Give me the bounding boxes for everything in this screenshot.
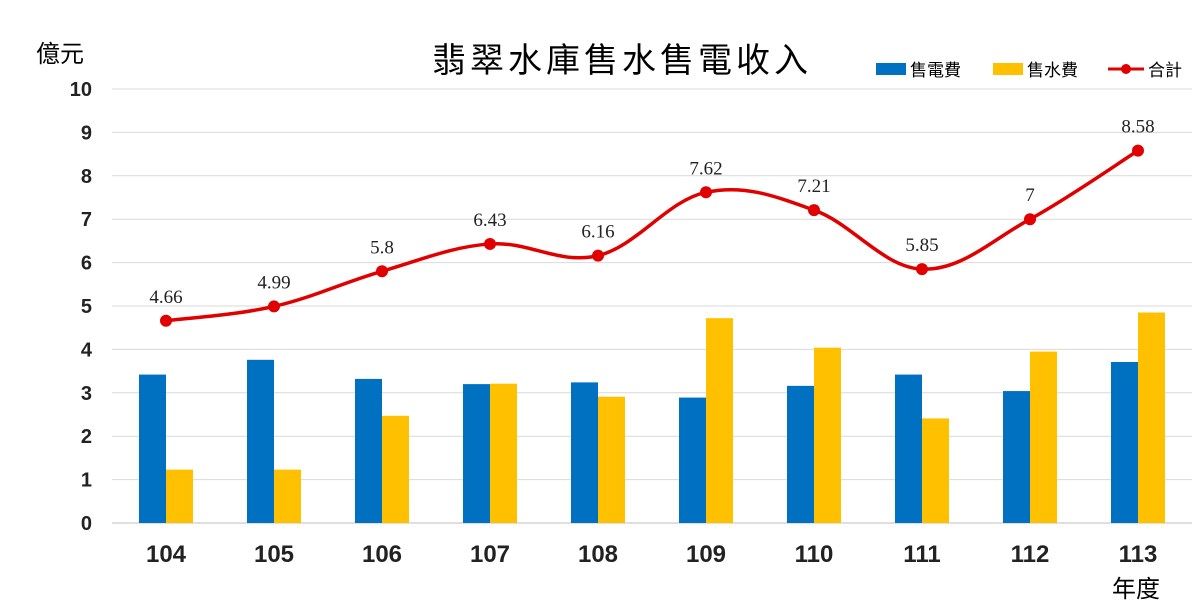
total-point xyxy=(592,249,604,262)
bar-electricity xyxy=(355,378,382,523)
total-data-label: 7.62 xyxy=(689,158,722,179)
y-tick-label: 9 xyxy=(81,122,92,144)
total-data-label: 5.85 xyxy=(905,235,938,256)
legend-label-total: 合計 xyxy=(1148,61,1182,81)
bar-electricity xyxy=(571,382,598,523)
x-tick-label: 108 xyxy=(578,541,618,568)
total-data-label: 7.21 xyxy=(797,176,830,197)
total-point xyxy=(484,237,496,250)
bar-electricity xyxy=(679,397,706,523)
bar-water xyxy=(814,347,841,523)
x-tick-label: 111 xyxy=(903,541,940,568)
x-tick-label: 105 xyxy=(254,541,294,568)
x-tick-label: 109 xyxy=(686,541,726,568)
total-point xyxy=(376,265,388,278)
bar-electricity xyxy=(1003,391,1030,523)
total-line: 4.66 4.99 5.8 6.43 6.16 7.62 7.21 5.85 7 8.58 xyxy=(149,117,1155,327)
chart-title: 翡翠水庫售水售電收入 xyxy=(432,41,812,81)
total-point xyxy=(268,300,280,313)
bars xyxy=(139,312,1165,523)
x-tick-label: 112 xyxy=(1011,541,1050,568)
legend: 售電費 售水費 合計 xyxy=(876,61,1182,81)
y-tick-label: 5 xyxy=(81,296,92,318)
y-tick-label: 4 xyxy=(81,339,93,361)
total-point xyxy=(700,186,712,199)
total-data-label: 7 xyxy=(1025,185,1035,206)
bar-water xyxy=(166,469,193,523)
y-tick-label: 0 xyxy=(81,513,92,535)
total-line-path xyxy=(165,149,1139,323)
legend-swatch-water xyxy=(993,63,1023,75)
total-data-label: 4.99 xyxy=(257,272,290,293)
y-tick-label: 1 xyxy=(81,470,92,492)
y-axis-ticks: 0 1 2 3 4 5 6 7 8 9 10 xyxy=(70,79,93,535)
y-tick-label: 10 xyxy=(70,79,92,101)
bar-water xyxy=(274,469,301,523)
bar-water xyxy=(1138,312,1165,523)
y-tick-label: 6 xyxy=(81,253,92,275)
total-data-label: 8.58 xyxy=(1121,117,1154,138)
bar-electricity xyxy=(247,359,274,523)
legend-marker-total xyxy=(1121,64,1131,74)
y-tick-label: 3 xyxy=(81,383,92,405)
legend-swatch-electricity xyxy=(876,63,906,75)
bar-water xyxy=(490,383,517,523)
legend-label-water: 售水費 xyxy=(1027,61,1078,81)
bar-water xyxy=(706,318,733,523)
total-data-label: 5.8 xyxy=(370,237,394,258)
bar-electricity xyxy=(463,384,490,523)
bar-water xyxy=(922,418,949,523)
bar-water xyxy=(382,415,409,523)
x-tick-label: 106 xyxy=(362,541,402,568)
total-data-label: 6.16 xyxy=(581,222,614,243)
x-tick-label: 110 xyxy=(795,541,834,568)
x-axis-ticks: 104 105 106 107 108 109 110 111 112 113 xyxy=(146,541,1157,568)
total-point xyxy=(808,204,820,217)
bar-electricity xyxy=(139,374,166,523)
total-data-label: 6.43 xyxy=(473,210,506,231)
x-axis-label: 年度 xyxy=(1112,575,1160,603)
x-tick-label: 113 xyxy=(1119,541,1158,568)
legend-label-electricity: 售電費 xyxy=(910,61,961,81)
y-tick-label: 7 xyxy=(81,209,92,231)
total-point xyxy=(1024,213,1036,226)
x-tick-label: 107 xyxy=(470,541,510,568)
y-tick-label: 2 xyxy=(81,426,92,448)
bar-electricity xyxy=(787,385,814,523)
bar-electricity xyxy=(895,374,922,523)
y-tick-label: 8 xyxy=(81,166,92,188)
total-point xyxy=(916,263,928,276)
total-data-label: 4.66 xyxy=(149,287,182,308)
bar-water xyxy=(1030,351,1057,523)
x-tick-label: 104 xyxy=(146,541,187,568)
y-axis-unit: 億元 xyxy=(36,40,84,68)
total-point xyxy=(1132,144,1144,157)
bar-water xyxy=(598,396,625,523)
bar-electricity xyxy=(1111,361,1138,523)
total-point xyxy=(160,314,172,327)
